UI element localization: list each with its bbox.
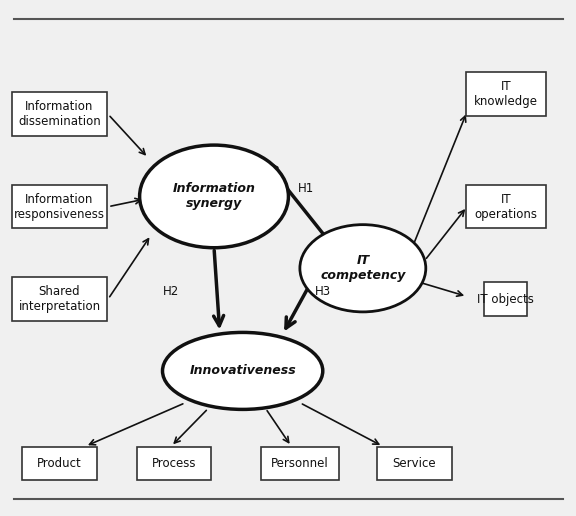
Text: Information
responsiveness: Information responsiveness (14, 192, 105, 221)
FancyBboxPatch shape (22, 447, 97, 480)
FancyBboxPatch shape (137, 447, 211, 480)
Text: Innovativeness: Innovativeness (190, 364, 296, 377)
Text: Shared
interpretation: Shared interpretation (18, 285, 101, 313)
Text: Information
dissemination: Information dissemination (18, 100, 101, 128)
FancyBboxPatch shape (12, 92, 107, 136)
Ellipse shape (300, 224, 426, 312)
Text: IT
knowledge: IT knowledge (474, 80, 538, 108)
FancyBboxPatch shape (484, 282, 528, 316)
FancyBboxPatch shape (466, 72, 546, 116)
Text: Process: Process (151, 457, 196, 470)
FancyBboxPatch shape (466, 185, 546, 229)
FancyBboxPatch shape (377, 447, 452, 480)
Text: IT
operations: IT operations (475, 192, 537, 221)
Ellipse shape (139, 145, 289, 248)
Text: Product: Product (37, 457, 82, 470)
FancyBboxPatch shape (262, 447, 339, 480)
Text: Personnel: Personnel (271, 457, 329, 470)
Text: H2: H2 (163, 285, 179, 298)
Text: Service: Service (392, 457, 436, 470)
Ellipse shape (162, 332, 323, 409)
Text: H1: H1 (297, 182, 314, 195)
FancyBboxPatch shape (12, 277, 107, 321)
FancyBboxPatch shape (12, 185, 107, 229)
Text: IT
competency: IT competency (320, 254, 406, 282)
Text: Information
synergy: Information synergy (173, 183, 256, 211)
Text: IT objects: IT objects (478, 293, 535, 305)
Text: H3: H3 (314, 285, 331, 298)
